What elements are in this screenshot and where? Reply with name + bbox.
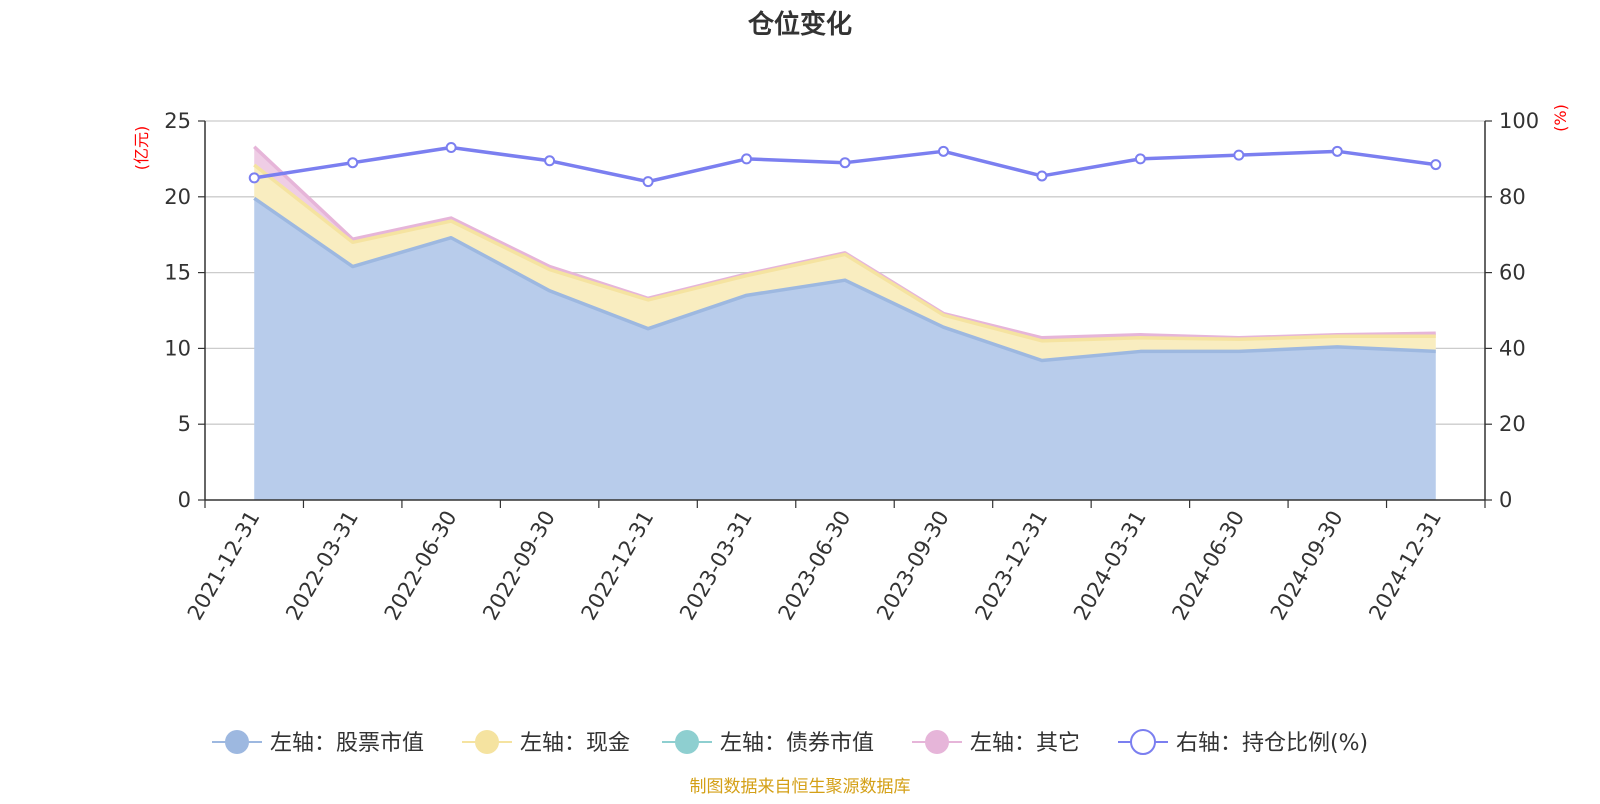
left-axis-tick-label: 10 [164, 336, 191, 360]
legend-marker-0 [225, 730, 249, 754]
x-axis-tick-label: 2022-12-31 [577, 507, 659, 625]
legend-marker-2 [675, 730, 699, 754]
x-axis-tick-label: 2024-12-31 [1364, 507, 1446, 625]
ratio-line [248, 142, 1442, 188]
ratio-point [1430, 159, 1442, 171]
right-axis-tick-label: 0 [1499, 488, 1512, 512]
area-0 [254, 198, 1436, 501]
data-source-note: 制图数据来自恒生聚源数据库 [690, 777, 911, 797]
ratio-point [248, 172, 260, 184]
legend-marker-1 [475, 730, 499, 754]
ratio-point [741, 153, 753, 165]
area-edge-0 [253, 196, 1436, 363]
x-axis-tick-label: 2024-03-31 [1069, 507, 1151, 625]
ratio-point [347, 157, 359, 169]
area-edge-1 [253, 163, 1436, 343]
left-axis-unit-label: (亿元) [132, 126, 151, 171]
area-1 [254, 164, 1436, 361]
legend-label-1: 左轴：现金 [520, 731, 630, 756]
ratio-point [1036, 170, 1048, 182]
left-axis-tick-label: 25 [164, 109, 191, 133]
right-axis-tick-label: 20 [1499, 412, 1526, 436]
right-axis-tick-label: 40 [1499, 336, 1526, 360]
ratio-point [1331, 145, 1343, 157]
legend-marker-3 [925, 730, 949, 754]
ratio-point [1134, 153, 1146, 165]
x-axis-tick-label: 2021-12-31 [183, 507, 265, 625]
stacked-areas [253, 145, 1436, 501]
x-axis-tick-label: 2024-06-30 [1167, 507, 1249, 625]
right-axis-unit-label: (%) [1551, 104, 1570, 132]
right-axis-tick-label: 60 [1499, 261, 1526, 285]
x-axis-tick-label: 2023-03-31 [675, 507, 757, 625]
x-axis-tick-label: 2022-03-31 [281, 507, 363, 625]
legend-label-3: 左轴：其它 [970, 731, 1080, 756]
legend: 左轴：股票市值 左轴：现金 左轴：债券市值 左轴：其它 右轴：持仓比例(%) [212, 729, 1368, 756]
ratio-point [839, 157, 851, 169]
x-axis-tick-label: 2023-12-31 [970, 507, 1052, 625]
ratio-point [937, 145, 949, 157]
ratio-point [1233, 149, 1245, 161]
legend-label-2: 左轴：债券市值 [720, 731, 874, 756]
legend-label-0: 左轴：股票市值 [270, 731, 424, 756]
left-axis-tick-label: 5 [178, 412, 191, 436]
right-axis-tick-label: 100 [1499, 109, 1539, 133]
legend-marker-4 [1130, 729, 1156, 755]
left-axis-tick-label: 20 [164, 185, 191, 209]
left-axis-tick-label: 15 [164, 261, 191, 285]
x-axis-tick-label: 2023-06-30 [774, 507, 856, 625]
ratio-point [642, 176, 654, 188]
left-axis-tick-label: 0 [178, 488, 191, 512]
x-axis-tick-label: 2022-06-30 [380, 507, 462, 625]
legend-label-4: 右轴：持仓比例(%) [1176, 731, 1368, 756]
ratio-point [544, 155, 556, 167]
x-axis-tick-label: 2022-09-30 [478, 507, 560, 625]
right-axis-tick-label: 80 [1499, 185, 1526, 209]
x-axis-tick-label: 2023-09-30 [872, 507, 954, 625]
ratio-point [445, 142, 457, 154]
x-axis-tick-label: 2024-09-30 [1266, 507, 1348, 625]
chart-title: 仓位变化 [747, 9, 852, 40]
